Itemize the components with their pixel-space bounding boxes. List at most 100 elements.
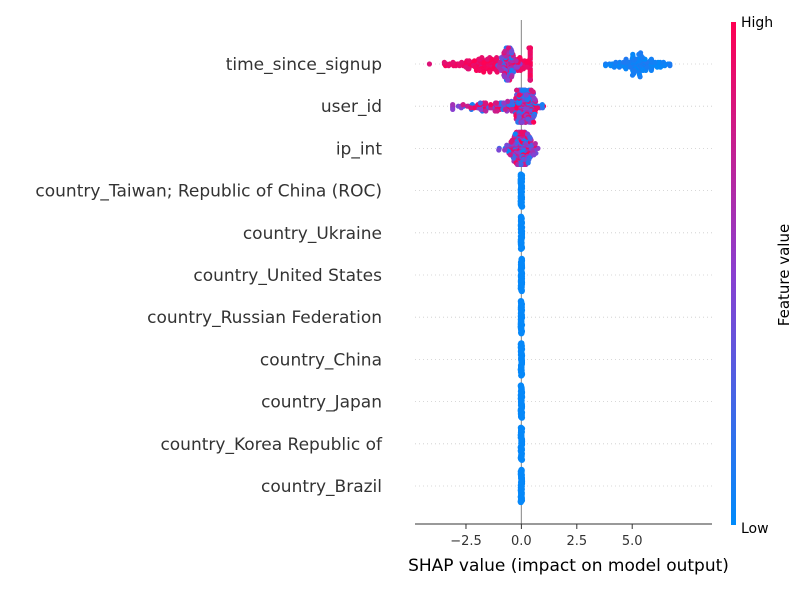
shap-point <box>516 114 522 120</box>
shap-point <box>456 63 463 69</box>
feature-label: country_Brazil <box>261 477 382 497</box>
shap-point <box>483 108 489 114</box>
feature-label: country_Japan <box>261 393 382 413</box>
shap-point <box>479 55 485 61</box>
feature-point-group <box>517 171 526 210</box>
shap-point <box>514 64 520 70</box>
shap-point <box>441 59 447 65</box>
shap-point <box>494 108 500 114</box>
shap-point <box>535 145 541 151</box>
shap-point <box>494 69 500 75</box>
feature-point-group <box>517 340 526 379</box>
shap-point <box>527 45 533 51</box>
shap-point <box>460 102 466 108</box>
shap-point <box>603 63 609 69</box>
shap-point <box>502 106 508 112</box>
shap-point <box>502 48 508 54</box>
shap-point <box>620 59 627 65</box>
shap-point <box>489 56 495 62</box>
feature-label: country_China <box>260 350 382 370</box>
shap-point <box>505 45 512 51</box>
shap-point <box>516 92 522 98</box>
shap-point <box>481 69 487 75</box>
shap-point <box>648 56 655 62</box>
shap-point <box>510 155 517 161</box>
x-tick-label: 2.5 <box>566 534 587 549</box>
shap-point <box>524 64 530 70</box>
shap-point <box>509 106 515 112</box>
shap-point <box>466 58 472 64</box>
shap-point <box>514 87 520 93</box>
x-axis-ticks: −2.5 0.0 2.5 5.0 <box>450 524 643 549</box>
shap-point <box>468 105 474 111</box>
shap-point <box>512 131 518 137</box>
colorbar <box>731 22 736 525</box>
shap-point <box>517 245 525 252</box>
shap-point <box>518 203 526 210</box>
feature-point-group <box>426 45 673 83</box>
feature-label: time_since_signup <box>226 55 382 75</box>
feature-point-group <box>517 382 526 421</box>
shap-point <box>477 100 483 106</box>
feature-label: country_Taiwan; Republic of China (ROC) <box>35 182 382 202</box>
feature-label: ip_int <box>336 139 383 159</box>
shap-point <box>493 100 500 106</box>
shap-point <box>501 100 507 106</box>
shap-point <box>488 102 494 108</box>
shap-point <box>637 74 643 80</box>
shap-point <box>483 100 489 106</box>
shap-point <box>525 58 531 64</box>
shap-point <box>613 59 619 65</box>
shap-point <box>497 59 503 65</box>
shap-point <box>644 64 650 70</box>
shap-point <box>531 113 537 119</box>
shap-point <box>630 51 636 58</box>
shap-point <box>531 152 537 158</box>
shap-point <box>525 160 531 166</box>
shap-point <box>518 456 526 463</box>
feature-point-group <box>450 87 547 125</box>
shap-point <box>532 141 538 147</box>
shap-point <box>463 64 469 70</box>
feature-point-group <box>517 466 526 506</box>
shap-point <box>520 87 526 93</box>
shap-point <box>534 105 541 111</box>
shap-point <box>518 287 525 295</box>
shap-point <box>477 67 483 73</box>
colorbar-high-label: High <box>741 15 773 31</box>
shap-point <box>478 106 484 112</box>
shap-point <box>629 72 636 78</box>
x-tick-label: −2.5 <box>450 534 482 549</box>
colorbar-low-label: Low <box>741 521 769 537</box>
feature-point-group <box>496 129 541 167</box>
feature-point-group <box>517 255 526 295</box>
shap-point <box>450 106 456 112</box>
shap-point <box>471 58 478 64</box>
shap-point <box>517 55 523 61</box>
shap-point <box>496 64 502 70</box>
shap-point <box>527 77 533 83</box>
feature-label: country_Russian Federation <box>147 308 382 328</box>
feature-labels: time_since_signup user_id ip_int country_Ta… <box>35 55 383 497</box>
shap-point <box>518 329 525 337</box>
shap-point <box>517 498 525 506</box>
shap-point <box>519 119 525 125</box>
shap-point <box>518 372 525 379</box>
shap-point <box>531 119 537 125</box>
shap-point <box>518 414 526 421</box>
shap-point <box>513 105 519 111</box>
shap-point <box>627 64 633 70</box>
shap-point <box>507 152 513 158</box>
shap-point <box>502 147 508 153</box>
feature-label: user_id <box>321 97 382 117</box>
shap-point <box>501 74 508 80</box>
x-axis-label: SHAP value (impact on model output) <box>408 556 729 576</box>
x-tick-label: 0.0 <box>511 534 532 549</box>
shap-point <box>504 142 510 148</box>
shap-point <box>639 55 646 61</box>
shap-point <box>632 56 638 62</box>
shap-point <box>450 59 456 65</box>
shap-point <box>513 58 519 64</box>
feature-label: country_Ukraine <box>243 224 382 244</box>
